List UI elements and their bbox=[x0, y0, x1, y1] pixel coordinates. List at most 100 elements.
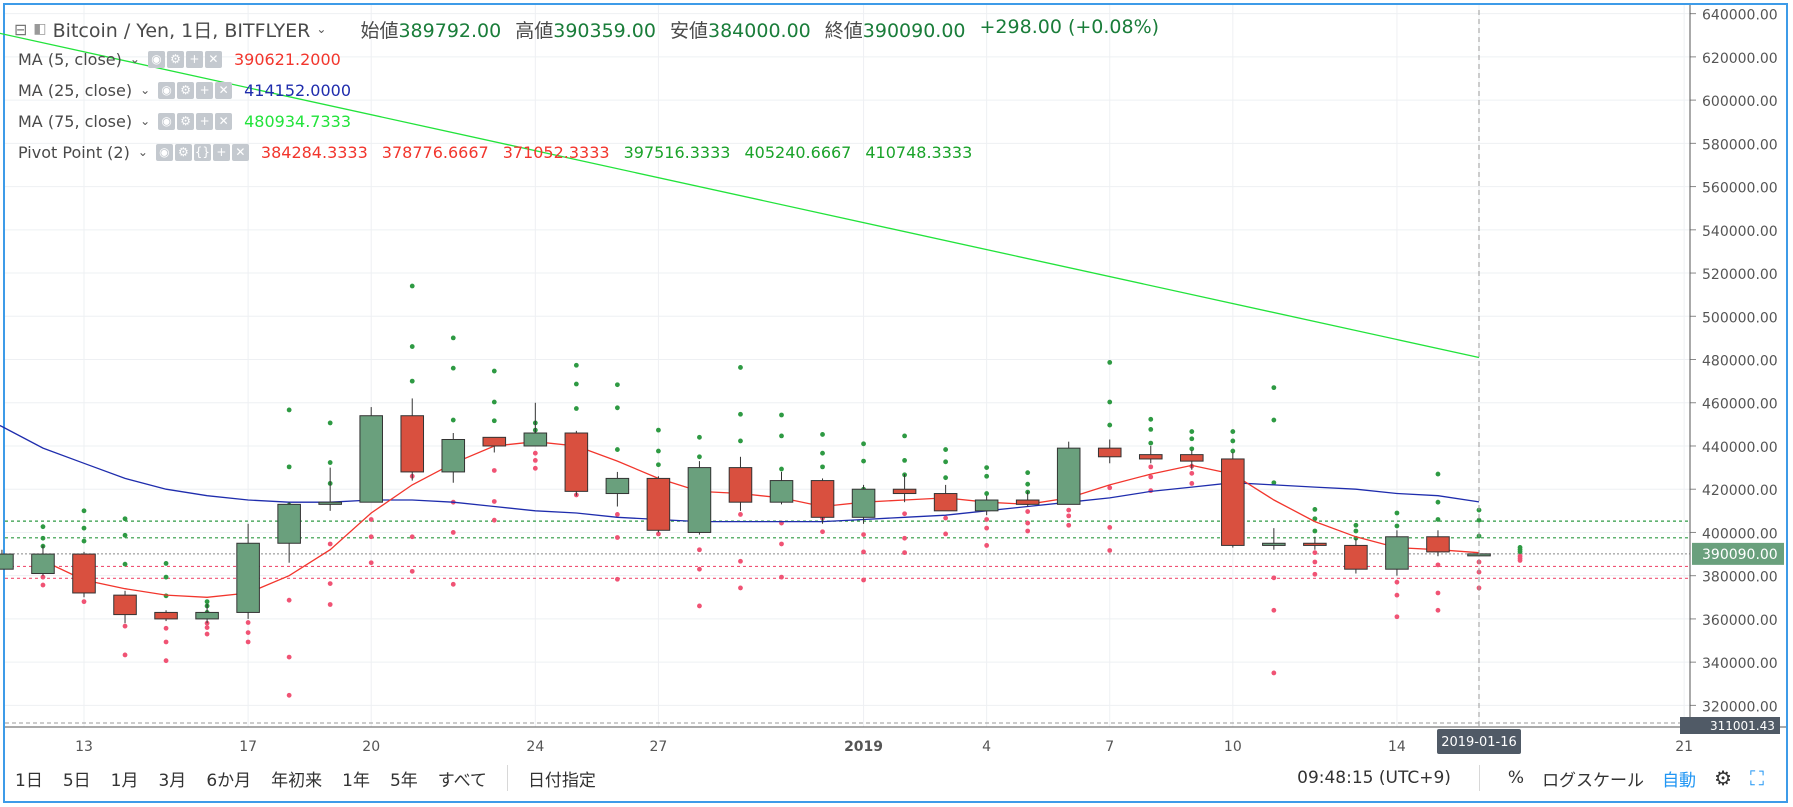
pivot-dot-support bbox=[902, 550, 907, 556]
pivot-dot-support bbox=[491, 468, 497, 473]
date-range-button[interactable]: 日付指定 bbox=[527, 770, 596, 791]
gear-icon[interactable]: ⚙ bbox=[166, 50, 184, 68]
close-icon[interactable]: ✕ bbox=[231, 143, 249, 161]
pivot-dot-resistance bbox=[1353, 522, 1359, 528]
candle-up bbox=[318, 501, 342, 505]
collapse-icon[interactable]: ⊟ bbox=[14, 19, 28, 39]
percent-toggle[interactable]: % bbox=[1507, 768, 1525, 788]
indicator-ma25[interactable]: MA (25, close) ⌄ ◉ ⚙ + ✕ 414152.0000 bbox=[18, 80, 352, 100]
pivot-dot-support bbox=[286, 692, 292, 698]
eye-icon[interactable]: ◉ bbox=[158, 81, 176, 99]
timeframe-1y[interactable]: 1年 bbox=[342, 770, 370, 791]
pivot-dot-resistance bbox=[122, 516, 128, 522]
bottom-price-label: 311001.43 bbox=[1710, 719, 1775, 733]
pivot-dot-resistance bbox=[656, 462, 661, 468]
chevron-down-icon[interactable]: ⌄ bbox=[140, 114, 151, 128]
timeframe-6m[interactable]: 6か月 bbox=[206, 770, 252, 791]
pivot-dot-resistance bbox=[1189, 446, 1195, 452]
chevron-down-icon[interactable]: ⌄ bbox=[137, 145, 148, 159]
pivot-dot-support bbox=[738, 585, 743, 591]
timeframe-all[interactable]: すべて bbox=[437, 770, 487, 791]
timeframe-1m[interactable]: 1月 bbox=[110, 770, 139, 791]
pivot-r3-value: 410748.3333 bbox=[865, 142, 973, 162]
pivot-dot-resistance bbox=[984, 465, 990, 470]
pivot-dot-resistance bbox=[40, 535, 46, 541]
candle-down bbox=[728, 467, 753, 503]
indicator-ma75[interactable]: MA (75, close) ⌄ ◉ ⚙ + ✕ 480934.7333 bbox=[18, 111, 352, 131]
pivot-dot-resistance bbox=[450, 417, 456, 423]
pivot-dot-resistance bbox=[163, 561, 169, 566]
timeframe-ytd[interactable]: 年初来 bbox=[271, 770, 323, 791]
pivot-dot-support bbox=[122, 652, 128, 658]
pivot-dot-support bbox=[902, 511, 907, 517]
symbol-name: Bitcoin / Yen, 1日, BITFLYER bbox=[52, 19, 311, 42]
pivot-dot-resistance bbox=[286, 464, 292, 470]
candle-up bbox=[441, 438, 466, 473]
pivot-dot-resistance bbox=[779, 412, 784, 418]
close-icon[interactable]: ✕ bbox=[215, 81, 233, 99]
plus-icon[interactable]: + bbox=[212, 143, 230, 161]
pivot-dot-resistance bbox=[738, 411, 743, 417]
gear-icon[interactable]: ⚙ bbox=[177, 81, 195, 99]
pivot-dot-support bbox=[1107, 525, 1113, 530]
pivot-dot-resistance bbox=[573, 362, 579, 368]
candle-up bbox=[523, 432, 548, 447]
pivot-dot-resistance bbox=[697, 454, 702, 460]
eye-icon[interactable]: ◉ bbox=[155, 143, 173, 161]
gear-icon[interactable]: ⚙ bbox=[1714, 766, 1732, 790]
y-tick-label: 520000.00 bbox=[1702, 267, 1778, 283]
pivot-dot-support bbox=[40, 574, 46, 580]
chevron-down-icon[interactable]: ⌄ bbox=[316, 22, 327, 36]
timeframe-3m[interactable]: 3月 bbox=[158, 770, 187, 791]
close-icon[interactable]: ✕ bbox=[215, 112, 233, 130]
candle-up bbox=[195, 611, 219, 620]
y-tick-label: 560000.00 bbox=[1702, 181, 1778, 197]
chevron-down-icon[interactable]: ⌄ bbox=[129, 52, 140, 66]
y-tick-label: 580000.00 bbox=[1702, 137, 1778, 153]
pivot-lines bbox=[5, 520, 1690, 579]
pivot-dot-support bbox=[286, 597, 292, 603]
y-tick-label: 460000.00 bbox=[1702, 397, 1778, 413]
clock: 09:48:15 (UTC+9) bbox=[1297, 768, 1451, 788]
timeframe-5y[interactable]: 5年 bbox=[389, 770, 418, 791]
pivot-dot-resistance bbox=[779, 466, 784, 472]
eye-icon[interactable]: ◉ bbox=[147, 50, 165, 68]
close-icon[interactable]: ✕ bbox=[204, 50, 222, 68]
pivot-dot-resistance bbox=[409, 378, 415, 384]
indicator-ma5[interactable]: MA (5, close) ⌄ ◉ ⚙ + ✕ 390621.2000 bbox=[18, 49, 341, 69]
pivot-dot-resistance bbox=[656, 448, 661, 454]
plus-icon[interactable]: + bbox=[196, 112, 214, 130]
fullscreen-icon[interactable]: ⛶ bbox=[1750, 766, 1764, 790]
auto-scale-toggle[interactable]: 自動 bbox=[1662, 770, 1697, 791]
pivot-dot-resistance bbox=[820, 464, 825, 470]
indicator-pivot[interactable]: Pivot Point (2) ⌄ ◉ ⚙{} + ✕ 384284.3333 378… bbox=[18, 142, 973, 162]
y-tick-label: 320000.00 bbox=[1702, 699, 1778, 715]
chevron-down-icon[interactable]: ⌄ bbox=[140, 83, 151, 97]
eye-icon[interactable]: ◉ bbox=[158, 112, 176, 130]
pivot-dot-resistance bbox=[984, 473, 990, 479]
pivot-dot-resistance bbox=[943, 459, 949, 465]
pivot-dot-support bbox=[1394, 592, 1400, 598]
plus-icon[interactable]: + bbox=[196, 81, 214, 99]
pivot-dot-support bbox=[204, 631, 210, 637]
high-value: 390359.00 bbox=[553, 19, 656, 42]
plus-icon[interactable]: + bbox=[185, 50, 203, 68]
code-icon[interactable]: {} bbox=[193, 143, 211, 161]
divider bbox=[506, 765, 508, 791]
candle-down bbox=[1303, 542, 1327, 546]
log-scale-toggle[interactable]: ログスケール bbox=[1542, 770, 1645, 791]
timeframe-1d[interactable]: 1日 bbox=[15, 770, 43, 791]
candle-up bbox=[0, 553, 14, 570]
pivot-dot-support bbox=[1025, 528, 1031, 534]
gear-icon[interactable]: ⚙ bbox=[174, 143, 192, 161]
symbol-selector[interactable]: ⊟ ◧ Bitcoin / Yen, 1日, BITFLYER ⌄ bbox=[14, 16, 326, 43]
pivot-dot-support bbox=[245, 639, 251, 645]
pivot-dot-resistance bbox=[1353, 528, 1359, 534]
pivot-dot-resistance bbox=[81, 538, 87, 544]
timeframe-5d[interactable]: 5日 bbox=[62, 770, 91, 791]
pivot-dot-support bbox=[984, 543, 990, 548]
gear-icon[interactable]: ⚙ bbox=[177, 112, 195, 130]
pivot-dot-support bbox=[614, 535, 620, 540]
pivot-dot-resistance bbox=[1476, 507, 1482, 513]
